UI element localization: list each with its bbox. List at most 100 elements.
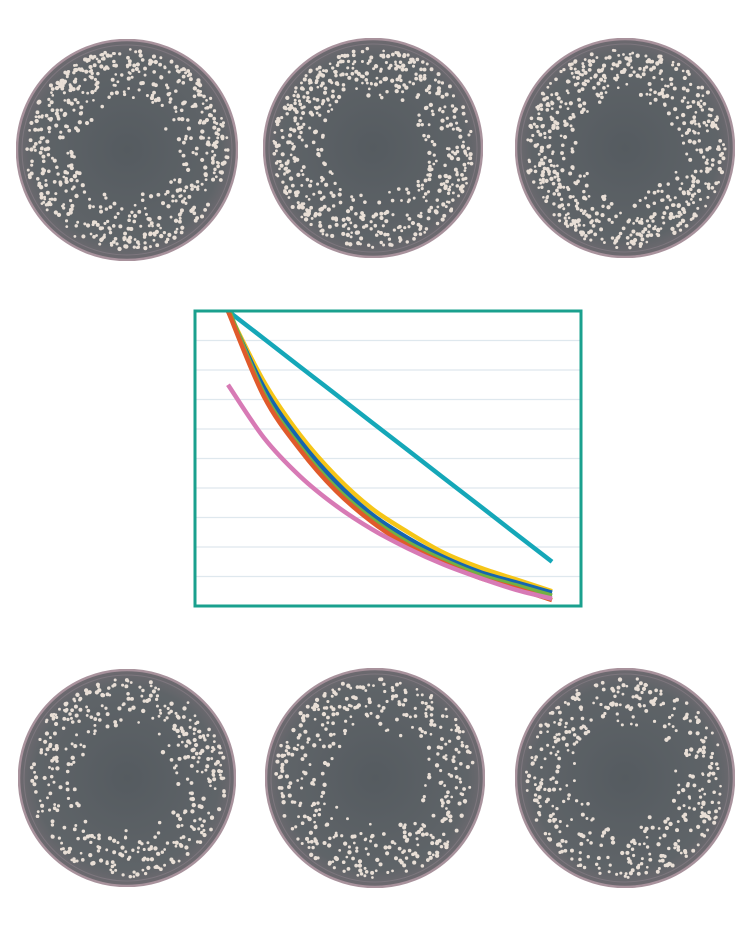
colony	[116, 841, 120, 845]
colony	[192, 205, 197, 210]
colony	[63, 701, 68, 707]
colony	[596, 856, 601, 861]
colony	[571, 727, 576, 732]
colony	[534, 755, 538, 759]
colony	[568, 115, 573, 121]
colony	[467, 133, 471, 137]
colony	[303, 753, 308, 758]
colony	[51, 156, 54, 160]
colony	[401, 703, 406, 707]
colony	[306, 95, 310, 100]
colony	[44, 731, 50, 736]
colony	[143, 73, 147, 77]
colony	[563, 123, 568, 127]
colony	[580, 87, 585, 92]
colony	[111, 240, 116, 244]
colony	[385, 53, 391, 59]
colony	[682, 75, 687, 81]
colony	[160, 749, 166, 755]
colony	[342, 869, 346, 873]
colony	[373, 212, 379, 217]
colony	[67, 847, 71, 850]
colony	[321, 744, 326, 749]
colony	[44, 753, 48, 756]
colony	[82, 836, 87, 841]
colony	[634, 686, 639, 691]
colony	[72, 760, 76, 764]
colony	[322, 782, 327, 787]
colony	[422, 76, 427, 81]
colony	[112, 59, 116, 64]
colony	[129, 681, 133, 684]
colony	[43, 197, 47, 201]
colony	[89, 232, 93, 236]
colony	[652, 75, 656, 80]
colony	[175, 728, 180, 734]
colony	[211, 772, 215, 777]
colony	[72, 697, 76, 701]
colony	[676, 62, 681, 67]
colony	[411, 64, 416, 68]
colony	[550, 93, 554, 97]
colony	[174, 89, 178, 93]
colony	[112, 838, 117, 843]
colony	[425, 62, 429, 66]
colony	[679, 851, 683, 855]
colony	[697, 139, 702, 143]
colony	[174, 199, 178, 203]
colony	[70, 163, 74, 167]
colony	[550, 107, 554, 110]
colony	[635, 53, 640, 58]
colony	[602, 241, 606, 244]
colony	[675, 697, 679, 702]
colony	[404, 85, 409, 90]
colony	[592, 701, 595, 705]
colony	[657, 182, 662, 188]
colony	[695, 179, 701, 184]
colony	[574, 696, 579, 701]
colony	[645, 203, 650, 208]
colony	[172, 766, 177, 770]
colony	[646, 58, 652, 63]
colony	[181, 81, 186, 85]
colony	[195, 179, 200, 184]
colony	[336, 55, 341, 59]
colony	[682, 121, 687, 126]
colony	[583, 58, 587, 61]
colony	[359, 872, 364, 876]
colony	[219, 763, 223, 767]
colony	[178, 219, 182, 224]
colony	[538, 804, 542, 808]
colony	[49, 100, 54, 105]
colony	[630, 66, 634, 69]
colony	[716, 127, 720, 131]
colony	[312, 777, 316, 782]
colony	[417, 188, 421, 192]
colony	[620, 850, 625, 856]
colony	[699, 148, 703, 152]
colony	[694, 110, 698, 114]
colony	[296, 125, 302, 131]
colony	[540, 158, 544, 162]
colony	[453, 167, 458, 172]
colony	[413, 706, 417, 710]
colony	[400, 199, 403, 202]
colony	[143, 241, 147, 245]
colony	[48, 744, 52, 749]
colony	[688, 719, 692, 723]
colony	[648, 233, 652, 236]
colony	[173, 230, 178, 234]
colony	[610, 840, 616, 845]
colony	[552, 192, 556, 196]
colony	[572, 742, 577, 746]
colony	[403, 698, 408, 703]
colony	[378, 721, 383, 726]
colony	[594, 218, 599, 223]
bacterial-colonies	[29, 678, 227, 879]
colony	[100, 104, 105, 109]
colony	[645, 92, 649, 96]
colony	[296, 779, 300, 782]
colony	[434, 159, 438, 163]
colony	[312, 129, 318, 135]
colony	[105, 861, 109, 866]
